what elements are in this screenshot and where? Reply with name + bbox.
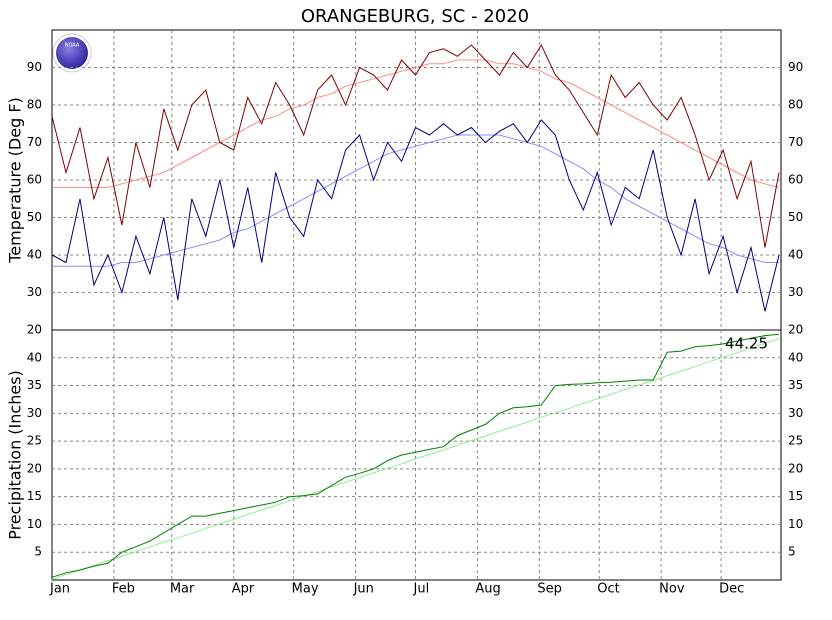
- series-line: [52, 59, 780, 188]
- y-tick-label-right: 35: [788, 378, 803, 392]
- x-tick-label: Dec: [719, 582, 744, 597]
- annotation: 44.25: [725, 335, 768, 353]
- x-tick-label: Aug: [475, 582, 500, 597]
- y-tick-label: 90: [27, 60, 42, 74]
- y-tick-label-right: 90: [788, 60, 803, 74]
- y-tick-label: 80: [27, 98, 42, 112]
- y-tick-label-right: 80: [788, 98, 803, 112]
- y-tick-label: 5: [34, 545, 42, 559]
- series-line: [51, 338, 780, 580]
- y-tick-label: 50: [27, 210, 42, 224]
- y-tick-label-right: 15: [788, 489, 803, 503]
- x-tick-label: May: [292, 582, 319, 597]
- y-tick-label: 30: [27, 285, 42, 299]
- logo: [56, 37, 88, 69]
- y-tick-label-right: 20: [788, 461, 803, 475]
- series-line: [51, 333, 780, 578]
- y-tick-label: 20: [27, 323, 42, 337]
- y-tick-label: 35: [27, 378, 42, 392]
- x-tick-label: Oct: [597, 582, 619, 597]
- y-tick-label-right: 50: [788, 210, 803, 224]
- y-tick-label-right: 20: [788, 323, 803, 337]
- y-tick-label-right: 40: [788, 350, 803, 364]
- logo-text: NOAA: [65, 43, 80, 49]
- y-tick-label: 40: [27, 248, 42, 262]
- y-tick-label-right: 5: [788, 545, 796, 559]
- y-tick-label: 15: [27, 489, 42, 503]
- y-tick-label: 30: [27, 406, 42, 420]
- x-tick-label: Sep: [537, 582, 562, 597]
- y-tick-label: 10: [27, 517, 42, 531]
- y-tick-label-right: 30: [788, 406, 803, 420]
- y-tick-label: 20: [27, 461, 42, 475]
- x-tick-label: Jan: [49, 582, 70, 597]
- y-tick-label-right: 25: [788, 434, 803, 448]
- y-tick-label-right: 60: [788, 173, 803, 187]
- y-tick-label-right: 10: [788, 517, 803, 531]
- x-tick-label: Apr: [232, 582, 255, 597]
- series-line: [51, 119, 780, 312]
- x-tick-label: Jul: [413, 582, 430, 597]
- y-tick-label-right: 30: [788, 285, 803, 299]
- y-axis-label: Precipitation (Inches): [6, 370, 25, 540]
- y-tick-label: 40: [27, 350, 42, 364]
- series-line: [52, 134, 779, 267]
- plot-frame: [51, 329, 782, 581]
- y-axis-label: Temperature (Deg F): [6, 97, 25, 264]
- x-tick-label: Feb: [112, 582, 135, 597]
- x-tick-label: Mar: [170, 582, 195, 597]
- y-tick-label-right: 40: [788, 248, 803, 262]
- series-line: [51, 43, 780, 248]
- x-tick-label: Jun: [353, 582, 374, 597]
- y-tick-label: 25: [27, 434, 42, 448]
- y-tick-label: 60: [27, 173, 42, 187]
- x-tick-label: Nov: [659, 582, 685, 597]
- y-tick-label: 70: [27, 135, 42, 149]
- chart-title: ORANGEBURG, SC - 2020: [301, 6, 529, 27]
- y-tick-label-right: 70: [788, 135, 803, 149]
